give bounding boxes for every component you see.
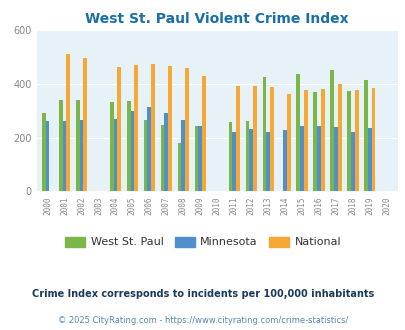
Bar	[151, 64, 155, 191]
Bar	[252, 86, 256, 191]
Bar	[313, 92, 316, 191]
Bar	[160, 124, 164, 191]
Bar	[266, 132, 269, 191]
Bar	[83, 58, 87, 191]
Bar	[245, 120, 249, 191]
Bar	[303, 89, 307, 191]
Bar	[62, 121, 66, 191]
Bar	[286, 94, 290, 191]
Bar	[363, 80, 367, 191]
Bar	[350, 132, 354, 191]
Bar	[194, 126, 198, 191]
Bar	[228, 122, 232, 191]
Bar	[185, 68, 188, 191]
Bar	[330, 70, 333, 191]
Bar	[333, 127, 337, 191]
Bar	[168, 66, 171, 191]
Text: Crime Index corresponds to incidents per 100,000 inhabitants: Crime Index corresponds to incidents per…	[32, 289, 373, 299]
Bar	[202, 76, 205, 191]
Bar	[198, 126, 202, 191]
Bar	[110, 102, 113, 191]
Legend: West St. Paul, Minnesota, National: West St. Paul, Minnesota, National	[60, 232, 345, 252]
Bar	[117, 67, 121, 191]
Bar	[296, 74, 299, 191]
Bar	[143, 120, 147, 191]
Bar	[130, 111, 134, 191]
Bar	[134, 65, 138, 191]
Bar	[126, 101, 130, 191]
Bar	[316, 126, 320, 191]
Bar	[235, 86, 239, 191]
Bar	[371, 88, 375, 191]
Bar	[346, 91, 350, 191]
Bar	[354, 89, 358, 191]
Bar	[42, 113, 46, 191]
Bar	[79, 120, 83, 191]
Bar	[269, 87, 273, 191]
Bar	[299, 126, 303, 191]
Text: © 2025 CityRating.com - https://www.cityrating.com/crime-statistics/: © 2025 CityRating.com - https://www.city…	[58, 316, 347, 325]
Bar	[181, 120, 185, 191]
Bar	[249, 129, 252, 191]
Bar	[59, 100, 62, 191]
Bar	[320, 89, 324, 191]
Bar	[46, 121, 49, 191]
Title: West St. Paul Violent Crime Index: West St. Paul Violent Crime Index	[85, 12, 348, 26]
Bar	[164, 113, 168, 191]
Bar	[113, 119, 117, 191]
Bar	[177, 144, 181, 191]
Bar	[262, 77, 266, 191]
Bar	[147, 107, 151, 191]
Bar	[283, 130, 286, 191]
Bar	[76, 100, 79, 191]
Bar	[337, 84, 341, 191]
Bar	[66, 54, 70, 191]
Bar	[367, 128, 371, 191]
Bar	[232, 132, 235, 191]
